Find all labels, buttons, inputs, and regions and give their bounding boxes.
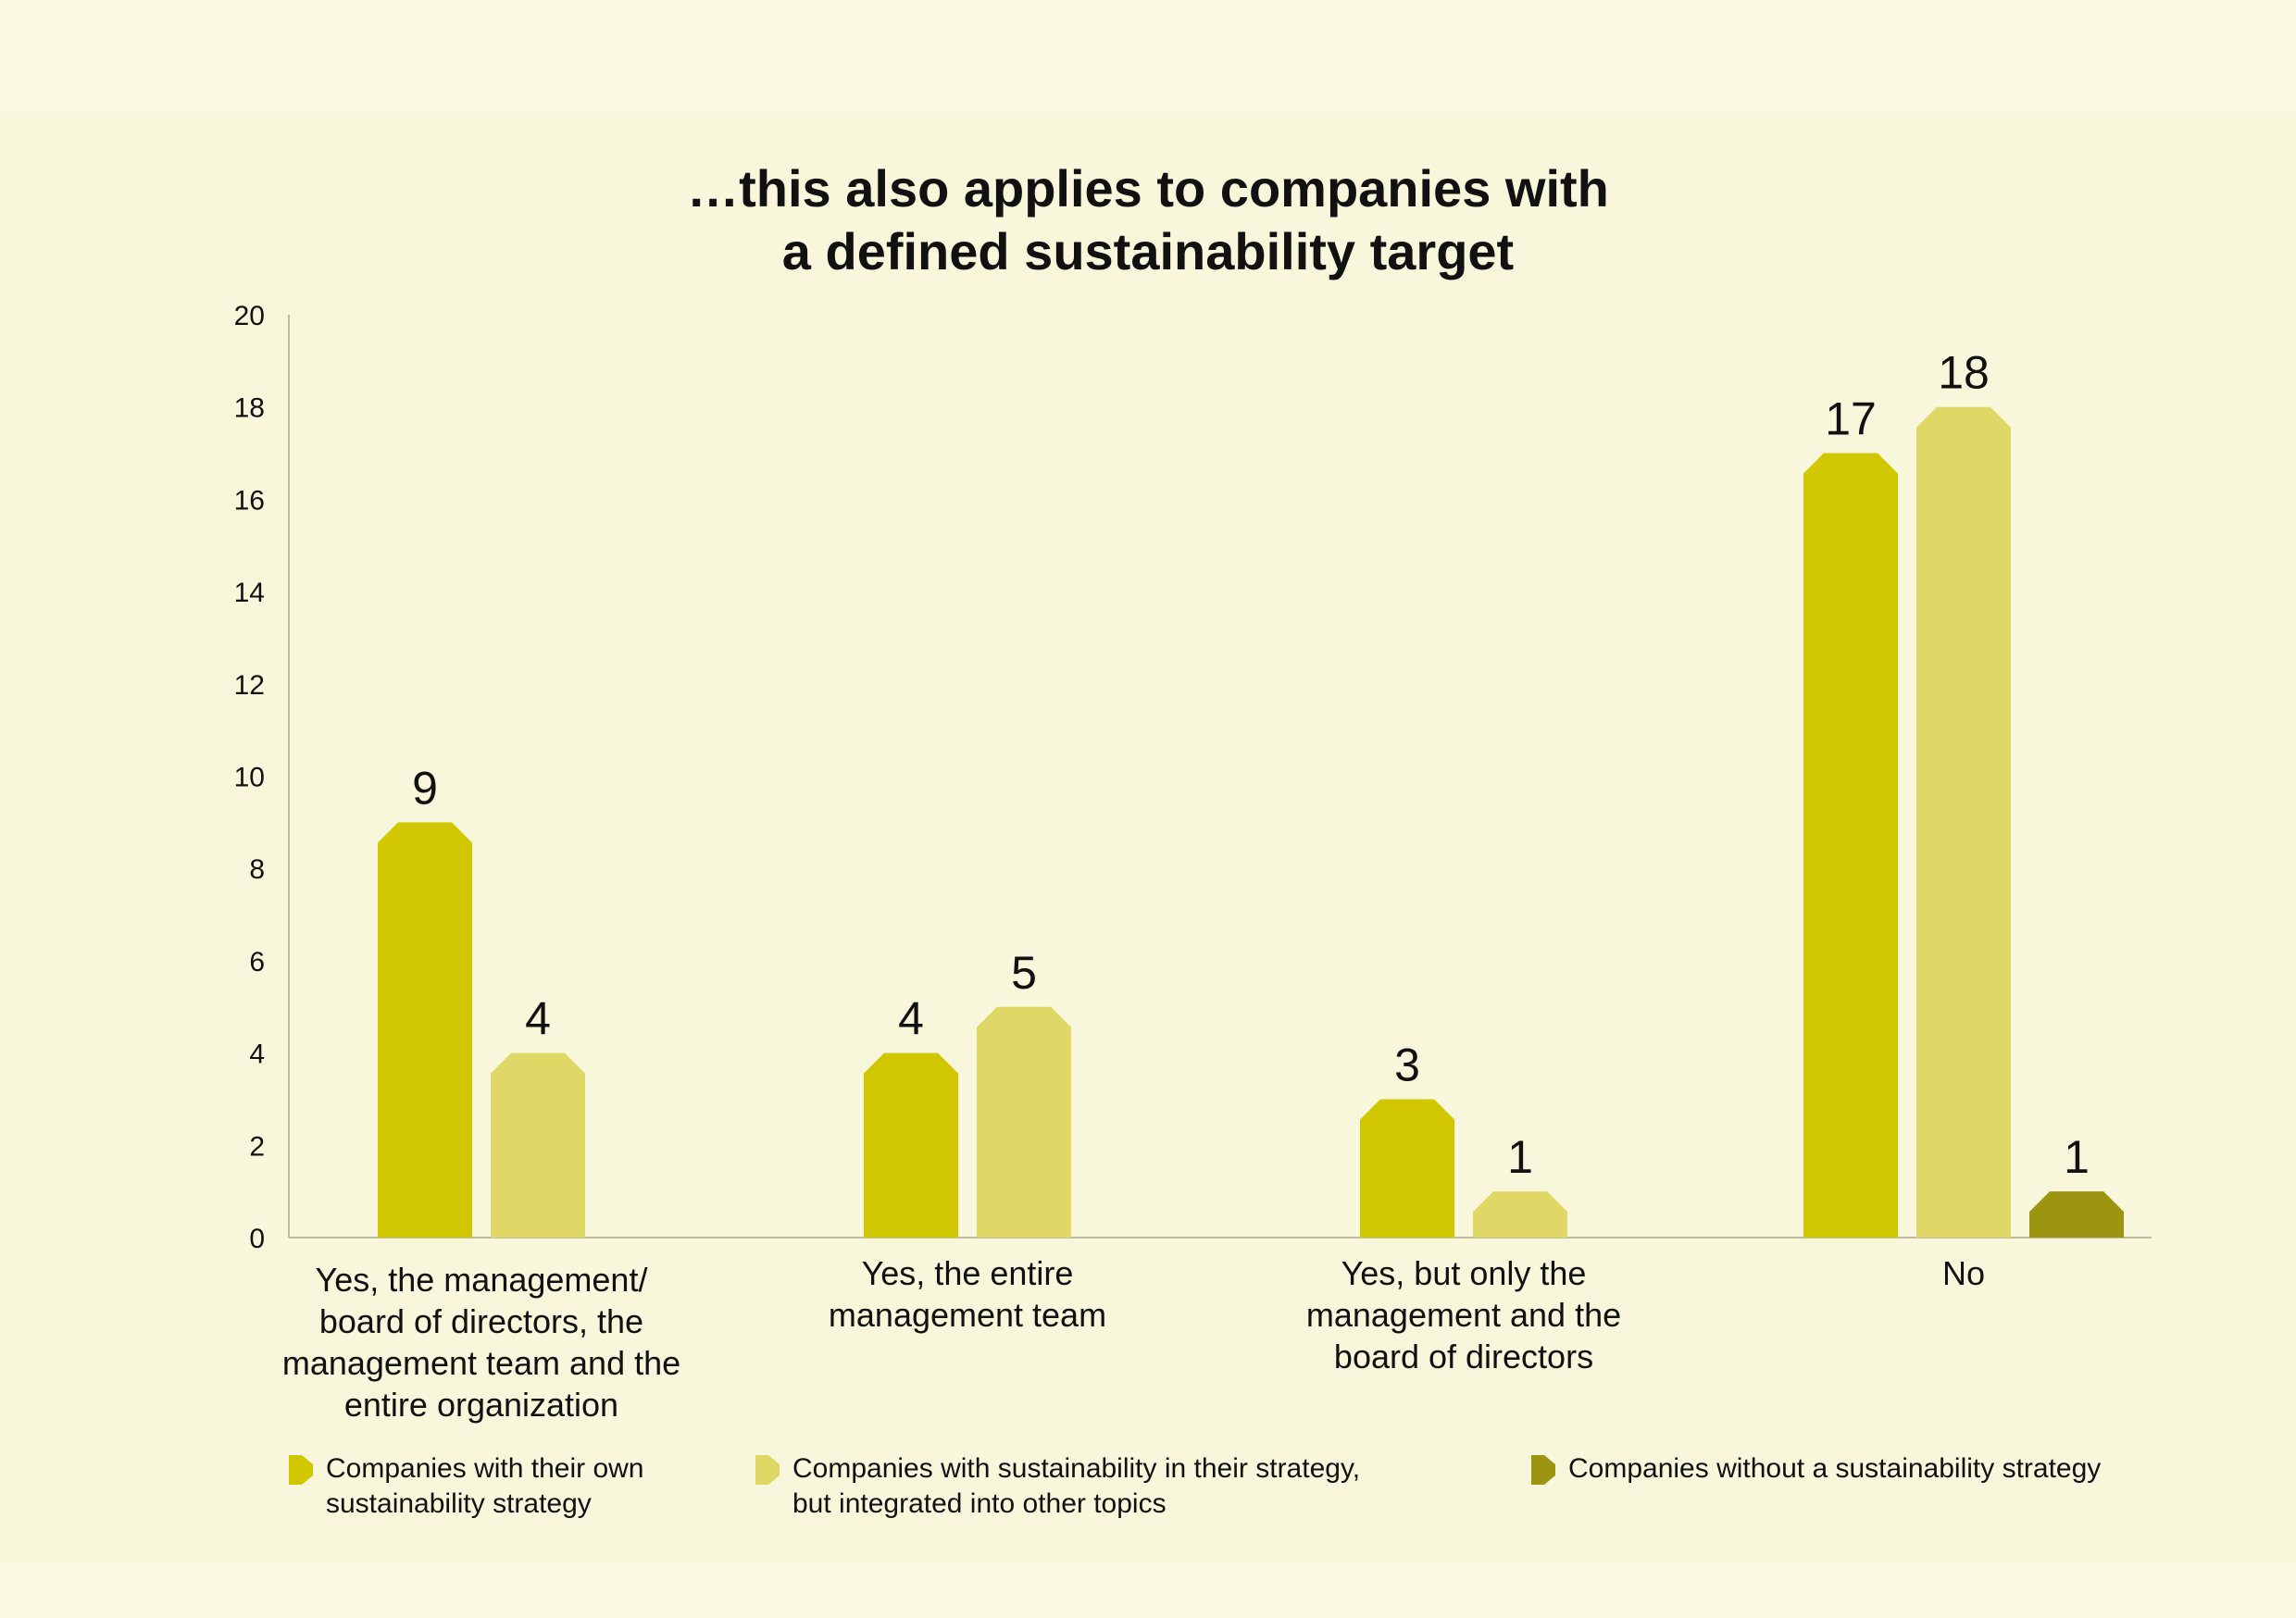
bar [2029, 1191, 2124, 1238]
legend-label-line: sustainability strategy [326, 1488, 592, 1519]
chart-title-line-1: …this also applies to companies with [687, 159, 1609, 218]
bar [1360, 1099, 1454, 1238]
chart-title: …this also applies to companies with a d… [0, 157, 2296, 283]
y-tick-label: 18 [234, 393, 265, 424]
data-label: 4 [525, 993, 551, 1045]
legend-swatch-icon [1531, 1455, 1555, 1485]
category-label-line: management team [828, 1296, 1107, 1334]
data-label: 1 [1507, 1131, 1533, 1183]
category-label-line: management and the [1305, 1296, 1622, 1334]
data-label: 9 [412, 762, 438, 814]
legend-label-line: Companies with sustainability in their s… [792, 1453, 1361, 1484]
category-label-line: Yes, but only the [1341, 1254, 1587, 1292]
category-label-line: management team and the [281, 1344, 681, 1382]
bar [1803, 453, 1898, 1238]
category-label-line: Yes, the management/ [315, 1261, 648, 1299]
legend-label-line: but integrated into other topics [792, 1488, 1167, 1519]
category-label-line: No [1941, 1254, 1986, 1292]
y-tick-label: 6 [249, 947, 265, 977]
bar [378, 822, 472, 1238]
data-label: 18 [1938, 347, 1990, 399]
y-tick-label: 8 [249, 854, 265, 885]
data-labels: 9 4 4 5 3 1 17 18 1 [412, 347, 2090, 1183]
y-tick-label: 4 [249, 1039, 265, 1070]
legend-item-own-strategy: Companies with their own sustainability … [289, 1451, 644, 1522]
data-label: 5 [1011, 947, 1037, 999]
legend-swatch-icon [755, 1455, 780, 1485]
legend-label-line: Companies with their own [326, 1453, 644, 1484]
data-label: 4 [898, 993, 924, 1045]
y-tick-label: 16 [234, 485, 265, 516]
bar [864, 1052, 958, 1238]
bar [1473, 1191, 1567, 1238]
data-label: 1 [2064, 1131, 2090, 1183]
legend-item-no-strategy: Companies without a sustainability strat… [1531, 1451, 2101, 1487]
bar [491, 1052, 585, 1238]
category-label-line: Yes, the entire [861, 1254, 1074, 1292]
top-band [0, 0, 2296, 111]
y-tick-label: 14 [234, 578, 265, 608]
category-label: No [1723, 1252, 2204, 1294]
legend-label-line: Companies without a sustainability strat… [1568, 1453, 2102, 1484]
bottom-band [0, 1564, 2296, 1618]
chart-title-line-2: a defined sustainability target [781, 222, 1515, 280]
bar [1916, 406, 2011, 1238]
y-tick-label: 20 [234, 301, 265, 331]
category-label: Yes, the management/board of directors, … [241, 1259, 722, 1425]
y-tick-label: 0 [249, 1224, 265, 1254]
bars [378, 406, 2124, 1238]
legend-item-integrated-strategy: Companies with sustainability in their s… [755, 1451, 1360, 1522]
legend-label: Companies without a sustainability strat… [1568, 1451, 2101, 1487]
category-label: Yes, but only the management and the board… [1223, 1252, 1704, 1377]
y-tick-label: 2 [249, 1131, 265, 1162]
category-label-line: board of directors [1333, 1338, 1594, 1375]
data-label: 3 [1394, 1039, 1420, 1090]
bar [977, 1006, 1071, 1238]
legend-swatch-icon [289, 1455, 313, 1485]
category-label: Yes, the entire management team [727, 1252, 1208, 1336]
y-tick-label: 12 [234, 670, 265, 701]
category-label-line: entire organization [343, 1386, 619, 1424]
legend-label: Companies with their own sustainability … [326, 1451, 644, 1522]
category-label-line: board of directors, the [318, 1302, 644, 1340]
data-label: 17 [1825, 393, 1877, 445]
legend-label: Companies with sustainability in their s… [792, 1451, 1360, 1522]
y-tick-label: 10 [234, 763, 265, 793]
